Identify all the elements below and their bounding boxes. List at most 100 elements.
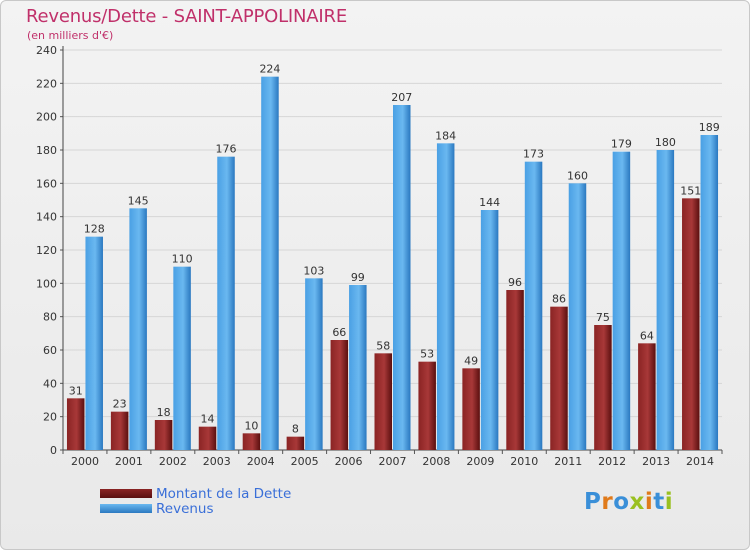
- bar-revenue: [129, 208, 147, 450]
- bar-revenue: [349, 285, 367, 450]
- legend-item-revenue: Revenus: [100, 500, 291, 517]
- bar-debt: [154, 420, 173, 450]
- data-label-revenue: 180: [655, 136, 676, 149]
- data-label-debt: 75: [596, 311, 610, 324]
- x-tick-label: 2005: [291, 455, 319, 468]
- data-label-revenue: 184: [435, 129, 456, 142]
- bar-debt: [506, 290, 524, 450]
- y-tick-label: 140: [36, 211, 57, 224]
- bar-debt: [198, 426, 217, 450]
- legend-label-revenue: Revenus: [156, 500, 214, 517]
- bar-debt: [374, 353, 392, 450]
- bar-debt: [418, 361, 436, 450]
- x-tick-label: 2006: [335, 455, 363, 468]
- x-tick-label: 2010: [510, 455, 538, 468]
- x-tick-label: 2011: [554, 455, 582, 468]
- y-tick-label: 40: [43, 377, 57, 390]
- bar-revenue: [568, 183, 587, 451]
- bars: [66, 76, 719, 451]
- y-tick-label: 200: [36, 111, 57, 124]
- bar-debt: [682, 198, 700, 450]
- bar-revenue: [305, 278, 323, 450]
- data-label-debt: 53: [420, 348, 434, 361]
- y-tick-label: 220: [36, 77, 57, 90]
- legend-swatch-revenue: [100, 504, 152, 513]
- x-tick-label: 2009: [466, 455, 494, 468]
- data-labels: 31 128 23 145 18 110 14 176 10 224 8 103 66 99 58 207 53…: [69, 63, 720, 436]
- data-label-revenue: 128: [84, 223, 105, 236]
- data-label-revenue: 173: [523, 148, 544, 161]
- data-label-debt: 23: [113, 398, 127, 411]
- x-tick-label: 2004: [247, 455, 275, 468]
- proxiti-logo: Proxiti: [584, 489, 673, 515]
- data-label-revenue: 179: [611, 138, 632, 151]
- data-label-revenue: 189: [699, 121, 720, 134]
- data-label-debt: 96: [508, 276, 522, 289]
- data-label-revenue: 144: [479, 196, 500, 209]
- bar-debt: [638, 343, 656, 450]
- data-label-revenue: 176: [216, 143, 237, 156]
- data-label-debt: 8: [292, 423, 299, 436]
- data-label-debt: 49: [464, 354, 478, 367]
- bar-revenue: [173, 266, 191, 450]
- y-tick-label: 160: [36, 177, 57, 190]
- x-tick-label: 2003: [203, 455, 231, 468]
- x-tick-label: 2013: [642, 455, 670, 468]
- x-tick-label: 2007: [379, 455, 407, 468]
- axes: 0 20 40 60 80 100 120 140 160 180 200 220 240 2000 200…: [36, 44, 723, 468]
- bar-debt: [550, 306, 568, 450]
- x-tick-label: 2014: [686, 455, 714, 468]
- y-tick-label: 240: [36, 44, 57, 57]
- bar-debt: [330, 340, 349, 450]
- legend-label-debt: Montant de la Dette: [156, 485, 292, 502]
- y-tick-label: 60: [43, 344, 57, 357]
- data-label-revenue: 160: [567, 169, 588, 182]
- data-label-revenue: 110: [172, 253, 193, 266]
- logo-letter: x: [629, 489, 645, 515]
- bar-debt: [66, 398, 85, 450]
- y-tick-label: 100: [36, 277, 57, 290]
- y-tick-label: 20: [43, 411, 57, 424]
- y-tick-label: 180: [36, 144, 57, 157]
- logo-letter: i: [644, 489, 654, 515]
- y-tick-label: 0: [50, 444, 57, 457]
- bar-revenue: [393, 105, 411, 450]
- logo-letter: i: [664, 489, 674, 515]
- data-label-revenue: 99: [351, 271, 365, 284]
- y-tick-label: 80: [43, 311, 57, 324]
- data-label-debt: 64: [640, 329, 654, 342]
- bar-revenue: [480, 210, 499, 450]
- data-label-debt: 14: [201, 413, 215, 426]
- data-label-debt: 86: [552, 293, 566, 306]
- x-tick-label: 2008: [422, 455, 450, 468]
- data-label-revenue: 145: [128, 194, 149, 207]
- bar-revenue: [261, 76, 279, 451]
- x-tick-label: 2001: [115, 455, 143, 468]
- data-label-debt: 58: [376, 339, 390, 352]
- x-tick-label: 2002: [159, 455, 187, 468]
- bar-revenue: [436, 143, 455, 451]
- chart-title: Revenus/Dette - SAINT-APPOLINAIRE: [26, 6, 348, 27]
- data-label-debt: 10: [244, 419, 258, 432]
- y-tick-label: 120: [36, 244, 57, 257]
- data-label-revenue: 207: [391, 91, 412, 104]
- bar-revenue: [85, 236, 103, 450]
- bar-debt: [286, 436, 305, 450]
- legend-swatch-debt: [100, 489, 152, 498]
- x-tick-label: 2012: [598, 455, 626, 468]
- data-label-revenue: 103: [303, 264, 324, 277]
- legend: Montant de la Dette Revenus: [100, 485, 292, 517]
- bar-revenue: [217, 156, 235, 450]
- logo-letter: o: [613, 489, 630, 515]
- bar-revenue: [612, 151, 631, 450]
- bar-debt: [242, 433, 261, 450]
- data-label-debt: 31: [69, 384, 83, 397]
- x-tick-label: 2000: [71, 455, 99, 468]
- bar-revenue: [524, 161, 543, 450]
- logo-letter: r: [601, 489, 614, 515]
- legend-item-debt: Montant de la Dette: [100, 485, 292, 502]
- data-label-debt: 66: [332, 326, 346, 339]
- grid-lines: [63, 49, 722, 418]
- logo-letter: t: [653, 489, 665, 515]
